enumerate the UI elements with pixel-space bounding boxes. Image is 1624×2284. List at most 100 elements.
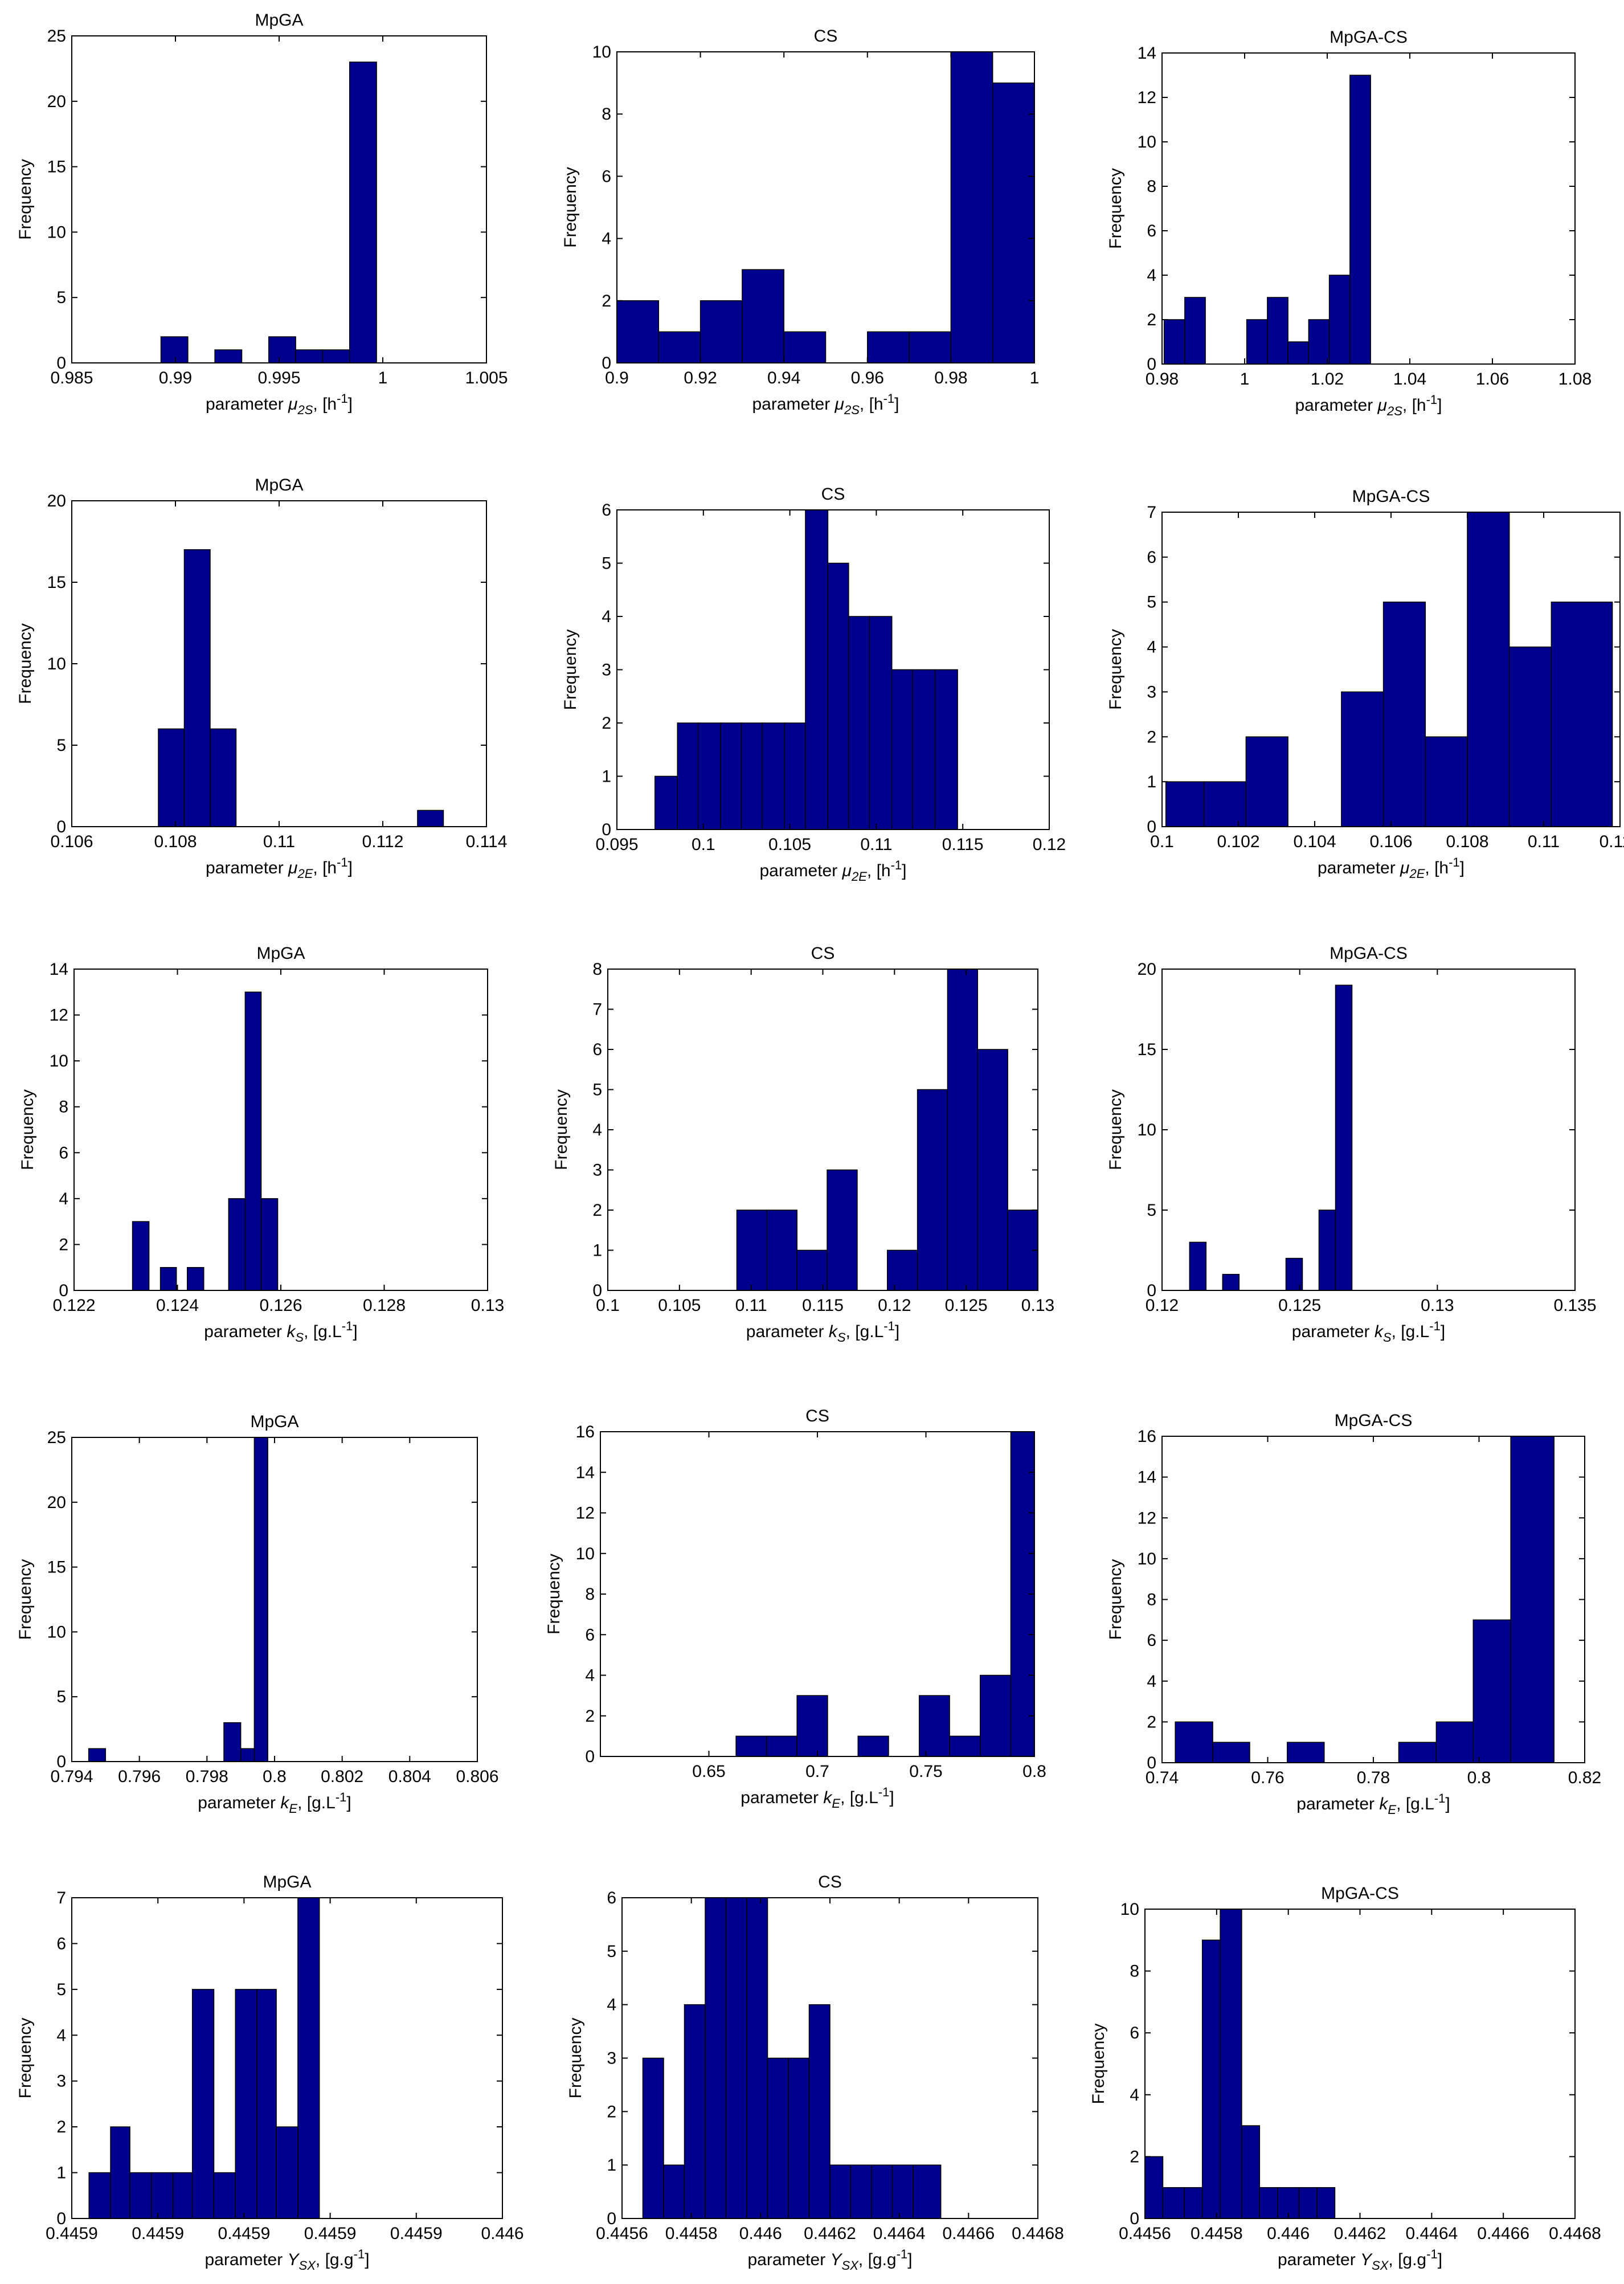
chart-title: MpGA [250, 1412, 298, 1431]
x-tick-label: 0.13 [1421, 1296, 1454, 1315]
histogram-bar [947, 969, 979, 1291]
histogram-panel-13: 0.4459 0.4459 0.4459 0.4459 0.4459 0.446 0 1 2 3 4… [16, 1873, 524, 2273]
y-tick-label: 6 [1147, 1631, 1156, 1650]
y-tick-label: 6 [592, 1040, 602, 1059]
chart-title: CS [818, 1873, 842, 1891]
y-axis-label: Frequency [545, 1554, 563, 1635]
x-tick-label: 0.75 [909, 1762, 942, 1781]
x-axis-label-part: ] [1438, 2250, 1442, 2269]
x-tick-label: 0.804 [388, 1767, 431, 1786]
x-tick-label: 0.76 [1251, 1768, 1284, 1787]
x-axis-label-part: ] [1437, 396, 1442, 415]
x-tick-label: 0.8 [1022, 1762, 1046, 1781]
histogram-bar [869, 616, 893, 830]
histogram-panel-2: 0.9 0.92 0.94 0.96 0.98 10246810CSFrequencypa… [561, 27, 1039, 417]
histogram-bar [417, 810, 444, 827]
histogram-panel-5: 0.095 0.1 0.105 0.11 0.115 0.12 0 1 2 3 4 5 6 CS Frequ… [561, 485, 1066, 884]
plot-area [72, 1437, 477, 1762]
x-axis-label-part: parameter [747, 2250, 830, 2269]
y-tick-label: 8 [1147, 1591, 1156, 1609]
y-tick-label: 0 [602, 820, 611, 839]
histogram-bar [268, 336, 296, 363]
y-axis-label: Frequency [16, 623, 35, 704]
histogram-bar [186, 1266, 204, 1291]
histogram-bar [1144, 2156, 1164, 2219]
histogram-bar [191, 1989, 215, 2219]
x-tick-label: 0.8 [263, 1767, 287, 1786]
y-tick-label: 2 [585, 1707, 595, 1726]
x-axis-label-part: ] [348, 859, 353, 877]
y-axis-label: Frequency [561, 167, 580, 248]
y-axis-label: Frequency [566, 2018, 585, 2099]
x-tick-label: 0.446 [1267, 2224, 1310, 2243]
x-tick-label: 0.9 [605, 369, 629, 387]
histogram-panel-10: 0.794 0.796 0.798 0.8 0.802 0.804 0.806 0 5 10 15 2… [16, 1412, 499, 1816]
y-tick-label: 0 [1147, 818, 1156, 836]
y-tick-label: 4 [1130, 2086, 1139, 2105]
y-tick-label: 2 [602, 292, 611, 310]
x-axis-label: parameter YSX, [g.g-1] [1278, 2247, 1442, 2273]
histogram-bar [980, 1674, 1012, 1757]
x-axis-label-part: , [h [313, 395, 337, 414]
y-tick-label: 14 [576, 1463, 595, 1482]
x-axis-label-part: -1 [1434, 1791, 1446, 1805]
x-axis-label-part: k [823, 1788, 833, 1807]
x-axis-label-part: SX [842, 2258, 860, 2273]
y-tick-label: 5 [56, 288, 66, 307]
chart-title: CS [814, 27, 838, 46]
y-tick-label: 0 [56, 354, 66, 373]
x-axis-label-part: -1 [883, 391, 895, 406]
y-tick-label: 16 [1138, 1427, 1156, 1446]
histogram-bar [766, 1735, 797, 1757]
y-tick-label: 6 [1147, 548, 1156, 567]
y-tick-label: 0 [56, 1752, 66, 1771]
x-tick-label: 0.105 [768, 835, 811, 854]
y-tick-label: 3 [602, 661, 611, 680]
x-tick-label: 0.128 [363, 1296, 406, 1315]
x-axis-label-part: 2E [851, 869, 867, 884]
x-axis-label-part: ] [894, 395, 899, 414]
y-tick-label: 4 [607, 1996, 616, 2015]
histogram-bar [891, 669, 913, 830]
x-tick-label: 0.105 [658, 1296, 701, 1315]
x-axis-label-part: Y [1360, 2250, 1373, 2269]
y-tick-label: 3 [607, 2049, 616, 2068]
y-tick-label: 4 [1147, 1672, 1156, 1691]
y-tick-label: 5 [56, 736, 66, 755]
y-tick-label: 6 [1130, 2024, 1139, 2042]
histogram-panel-7: 0.122 0.124 0.126 0.128 0.13 0 2 4 6 8 10 12 14 MpGA F… [18, 944, 504, 1345]
x-axis-label-part: -1 [342, 1319, 353, 1333]
histogram-bar [1316, 2187, 1336, 2219]
histogram-bar [1245, 736, 1288, 827]
x-axis-label-part: parameter [204, 1322, 287, 1341]
histogram-bar [684, 2004, 706, 2219]
x-tick-label: 0.115 [802, 1296, 844, 1315]
x-tick-label: 0.12 [1146, 1296, 1179, 1315]
y-tick-label: 6 [56, 1934, 66, 1953]
y-tick-label: 10 [1138, 1550, 1156, 1568]
x-axis-label-part: SX [299, 2258, 317, 2273]
x-axis-label-part: k [829, 1322, 838, 1341]
x-tick-label: 0.11 [1528, 832, 1560, 851]
x-tick-label: 0.806 [456, 1767, 498, 1786]
x-axis-label-part: -1 [1426, 2247, 1438, 2261]
x-axis-label-part: ] [1445, 1795, 1450, 1813]
y-axis-label: Frequency [1106, 168, 1125, 249]
x-axis-label-part: ] [365, 2250, 369, 2269]
axes-frame [71, 1897, 503, 2219]
y-tick-label: 20 [47, 1493, 66, 1512]
y-tick-label: 0 [592, 1281, 602, 1300]
histogram-bar [736, 1210, 768, 1291]
histogram-panel-9: 0.12 0.125 0.13 0.135 0 5 10 15 20 MpGA-CS Frequen… [1106, 944, 1597, 1345]
y-tick-label: 0 [1147, 1754, 1156, 1772]
x-axis-label-part: , [g.L [846, 1322, 884, 1341]
x-tick-label: 0.446 [481, 2224, 523, 2243]
x-axis-label-part: S [295, 1330, 304, 1345]
y-tick-label: 15 [47, 1558, 66, 1577]
y-tick-label: 12 [50, 1006, 68, 1025]
histogram-panel-6: 0.1 0.102 0.104 0.106 0.108 0.11 0.112 0 1 2 3 4 5 6 7… [1106, 487, 1624, 881]
histogram-bar [1349, 75, 1371, 365]
x-axis-label-part: k [287, 1322, 296, 1341]
y-tick-label: 2 [592, 1201, 602, 1220]
y-tick-label: 4 [602, 607, 611, 626]
